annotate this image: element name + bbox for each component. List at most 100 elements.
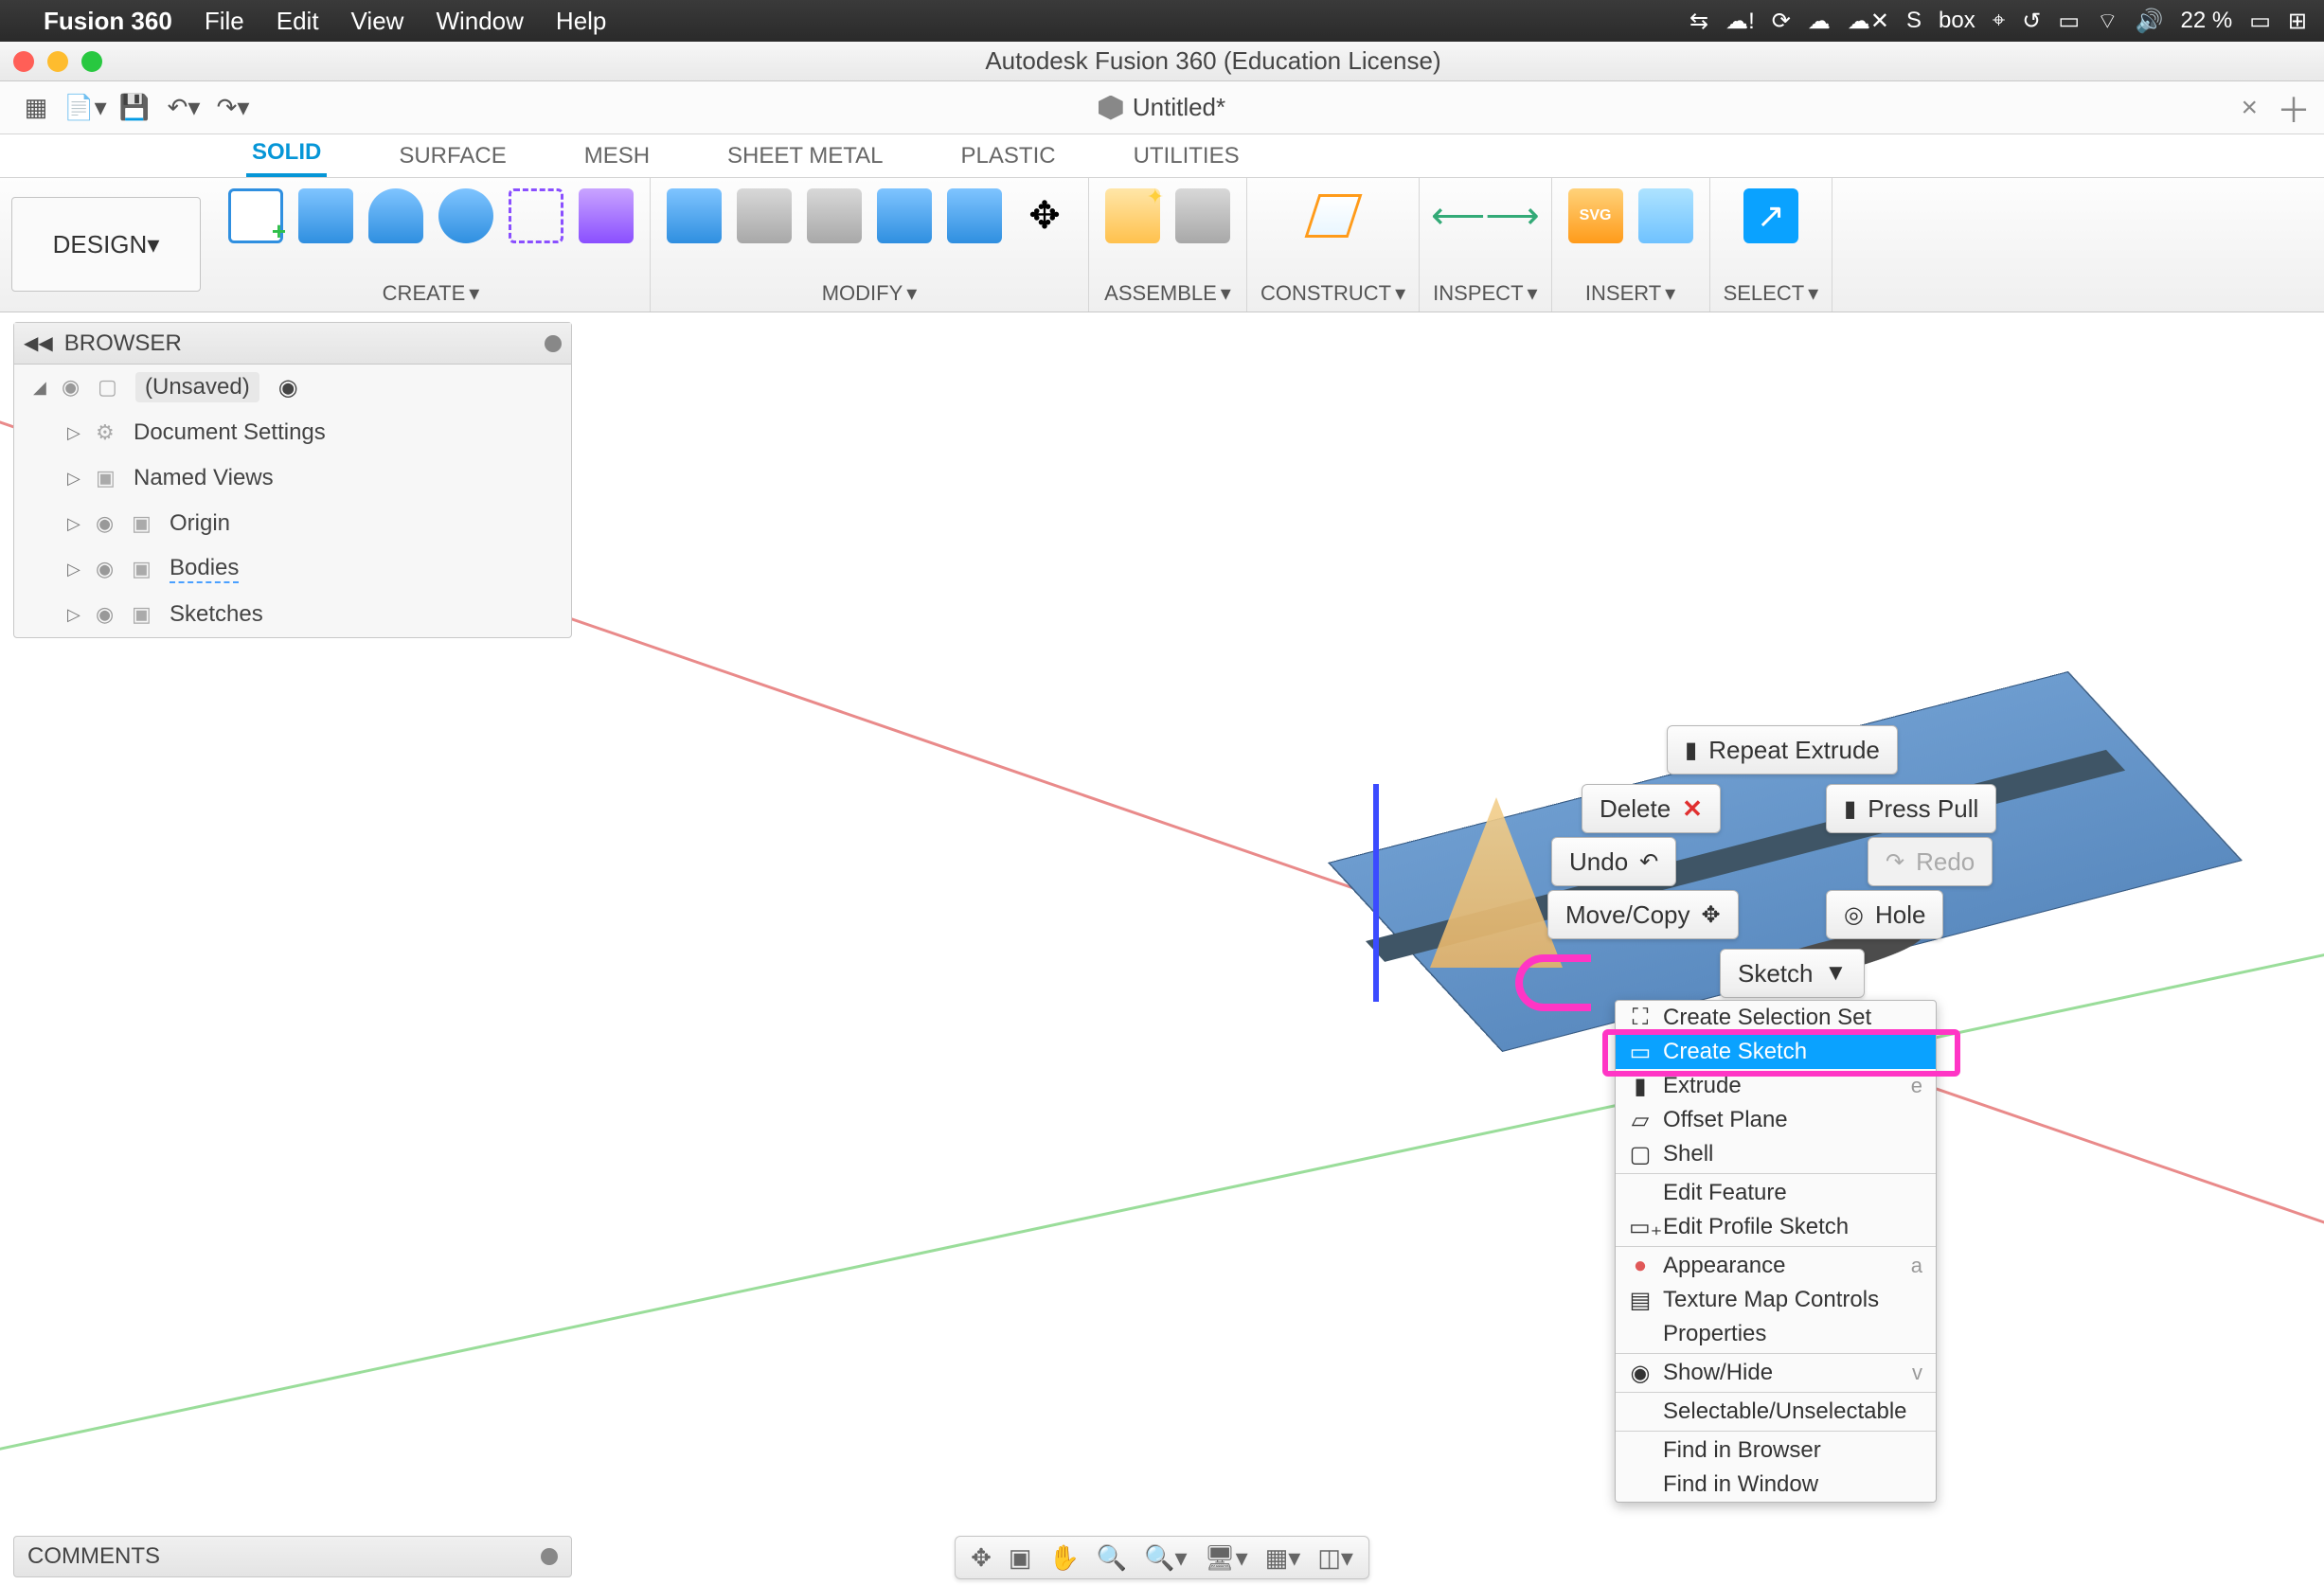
close-window-button[interactable] <box>13 51 34 72</box>
visibility-icon[interactable]: ◉ <box>62 375 86 400</box>
close-tab-button[interactable]: × <box>2241 92 2258 124</box>
ctx-edit-feature[interactable]: Edit Feature <box>1616 1176 1936 1210</box>
browser-item-bodies[interactable]: ▷ ◉ ▣ Bodies <box>14 546 571 592</box>
cloud-x-icon[interactable]: ☁︎✕ <box>1848 8 1889 35</box>
browser-header[interactable]: ◀◀ BROWSER <box>14 323 571 365</box>
browser-item-sketches[interactable]: ▷ ◉ ▣ Sketches <box>14 592 571 637</box>
zoom-window-button[interactable] <box>81 51 102 72</box>
mm-move[interactable]: Move/Copy✥ <box>1547 890 1739 939</box>
expand-icon[interactable]: ▷ <box>67 469 84 489</box>
document-tab[interactable]: Untitled* <box>1099 93 1225 122</box>
collapse-icon[interactable]: ◀◀ <box>24 331 53 355</box>
fillet-tool[interactable] <box>734 186 795 246</box>
ctx-appearance[interactable]: ●Appearancea <box>1616 1249 1936 1283</box>
active-radio-icon[interactable]: ◉ <box>278 374 298 401</box>
new-tab-button[interactable]: ＋ <box>2277 83 2311 133</box>
box-tool[interactable] <box>295 186 356 246</box>
viewport-layout-icon[interactable]: ◫▾ <box>1317 1543 1353 1573</box>
ctx-show-hide[interactable]: ◉Show/Hidev <box>1616 1356 1936 1390</box>
create-form-tool[interactable] <box>506 186 566 246</box>
ctx-selectable[interactable]: Selectable/Unselectable <box>1616 1395 1936 1429</box>
group-modify-label[interactable]: MODIFY ▾ <box>822 281 918 306</box>
chamfer-tool[interactable] <box>804 186 865 246</box>
menu-edit[interactable]: Edit <box>277 7 319 36</box>
minimize-window-button[interactable] <box>47 51 68 72</box>
data-panel-button[interactable]: ▦ <box>13 89 59 127</box>
browser-item-docsettings[interactable]: ▷ ⚙ Document Settings <box>14 410 571 455</box>
group-insert-label[interactable]: INSERT ▾ <box>1585 281 1675 306</box>
group-assemble-label[interactable]: ASSEMBLE ▾ <box>1104 281 1231 306</box>
ctx-texture-map[interactable]: ▤Texture Map Controls <box>1616 1283 1936 1317</box>
bluetooth-icon[interactable]: ⌖ <box>1993 8 2006 34</box>
new-component-tool[interactable] <box>1102 186 1163 246</box>
ctx-find-browser[interactable]: Find in Browser <box>1616 1434 1936 1468</box>
workspace-switcher[interactable]: DESIGN ▾ <box>11 197 201 292</box>
ctx-shell[interactable]: ▢Shell <box>1616 1137 1936 1171</box>
cloud-icon[interactable]: ☁︎ <box>1808 8 1831 35</box>
browser-item-namedviews[interactable]: ▷ ▣ Named Views <box>14 455 571 501</box>
cloud-alert-icon[interactable]: ☁︎! <box>1725 8 1755 35</box>
display-settings-icon[interactable]: 🖥▾ <box>1205 1543 1248 1573</box>
expand-icon[interactable]: ▷ <box>67 514 84 534</box>
group-construct-label[interactable]: CONSTRUCT ▾ <box>1260 281 1405 306</box>
ctx-offset-plane[interactable]: ▱Offset Plane <box>1616 1103 1936 1137</box>
mm-undo[interactable]: Undo↶ <box>1551 837 1676 886</box>
insert-svg-tool[interactable]: SVG <box>1565 186 1626 246</box>
group-inspect-label[interactable]: INSPECT ▾ <box>1433 281 1537 306</box>
group-create-label[interactable]: CREATE ▾ <box>383 281 480 306</box>
save-button[interactable]: 💾 <box>112 89 157 127</box>
presspull-tool[interactable] <box>664 186 724 246</box>
grid-settings-icon[interactable]: ▦▾ <box>1265 1543 1301 1573</box>
joint-tool[interactable] <box>1172 186 1233 246</box>
group-select-label[interactable]: SELECT ▾ <box>1724 281 1819 306</box>
s-icon[interactable]: S <box>1906 8 1922 34</box>
tab-surface[interactable]: SURFACE <box>393 135 511 177</box>
menu-file[interactable]: File <box>205 7 244 36</box>
ctx-find-window[interactable]: Find in Window <box>1616 1468 1936 1502</box>
refresh-icon[interactable]: ⟳ <box>1772 8 1791 35</box>
create-sketch-tool[interactable]: + <box>225 186 286 246</box>
ctx-create-sketch[interactable]: ▭Create Sketch <box>1616 1035 1936 1069</box>
ctx-edit-profile-sketch[interactable]: ▭₊Edit Profile Sketch <box>1616 1210 1936 1244</box>
move-tool[interactable]: ✥ <box>1014 186 1075 246</box>
shell-tool[interactable] <box>874 186 935 246</box>
orbit-icon[interactable]: ✥ <box>971 1543 992 1573</box>
visibility-icon[interactable]: ◉ <box>96 557 120 581</box>
timemachine-icon[interactable]: ↺ <box>2022 8 2041 35</box>
display-icon[interactable]: ▭ <box>2058 8 2080 35</box>
browser-root[interactable]: ◢ ◉ ▢ (Unsaved) ◉ <box>14 365 571 410</box>
visibility-icon[interactable]: ◉ <box>96 511 120 536</box>
sphere-tool[interactable] <box>436 186 496 246</box>
menu-help[interactable]: Help <box>556 7 606 36</box>
comments-options-icon[interactable] <box>541 1548 558 1565</box>
browser-item-origin[interactable]: ▷ ◉ ▣ Origin <box>14 501 571 546</box>
sync-icon[interactable]: ⇆ <box>1689 8 1708 35</box>
undo-button[interactable]: ↶▾ <box>161 89 206 127</box>
measure-tool[interactable]: ⟵⟶ <box>1455 186 1515 246</box>
box-icon[interactable]: box <box>1939 8 1975 34</box>
menu-view[interactable]: View <box>351 7 404 36</box>
ctx-properties[interactable]: Properties <box>1616 1317 1936 1351</box>
ctx-extrude[interactable]: ▮Extrudee <box>1616 1069 1936 1103</box>
expand-icon[interactable]: ◢ <box>33 378 50 398</box>
file-menu-button[interactable]: 📄▾ <box>63 89 108 127</box>
expand-icon[interactable]: ▷ <box>67 423 84 443</box>
expand-icon[interactable]: ▷ <box>67 560 84 579</box>
redo-button[interactable]: ↷▾ <box>210 89 256 127</box>
mm-delete[interactable]: Delete✕ <box>1582 784 1721 833</box>
menu-window[interactable]: Window <box>436 7 523 36</box>
expand-icon[interactable]: ▷ <box>67 605 84 625</box>
plane-tool[interactable] <box>1303 186 1364 246</box>
tab-solid[interactable]: SOLID <box>246 132 327 177</box>
zoom-icon[interactable]: 🔍 <box>1097 1543 1127 1573</box>
tab-utilities[interactable]: UTILITIES <box>1128 135 1245 177</box>
viewport[interactable]: ◀◀ BROWSER ◢ ◉ ▢ (Unsaved) ◉ ▷ ⚙ Documen… <box>0 312 2324 1585</box>
mm-press-pull[interactable]: ▮Press Pull <box>1826 784 1996 833</box>
mm-hole[interactable]: ◎Hole <box>1826 890 1943 939</box>
menu-extras-icon[interactable]: ⊞ <box>2288 8 2307 35</box>
battery-icon[interactable]: ▭ <box>2249 8 2271 35</box>
mm-repeat-extrude[interactable]: ▮Repeat Extrude <box>1667 725 1898 775</box>
cylinder-tool[interactable] <box>366 186 426 246</box>
tab-plastic[interactable]: PLASTIC <box>956 135 1062 177</box>
select-tool[interactable] <box>1741 186 1801 246</box>
